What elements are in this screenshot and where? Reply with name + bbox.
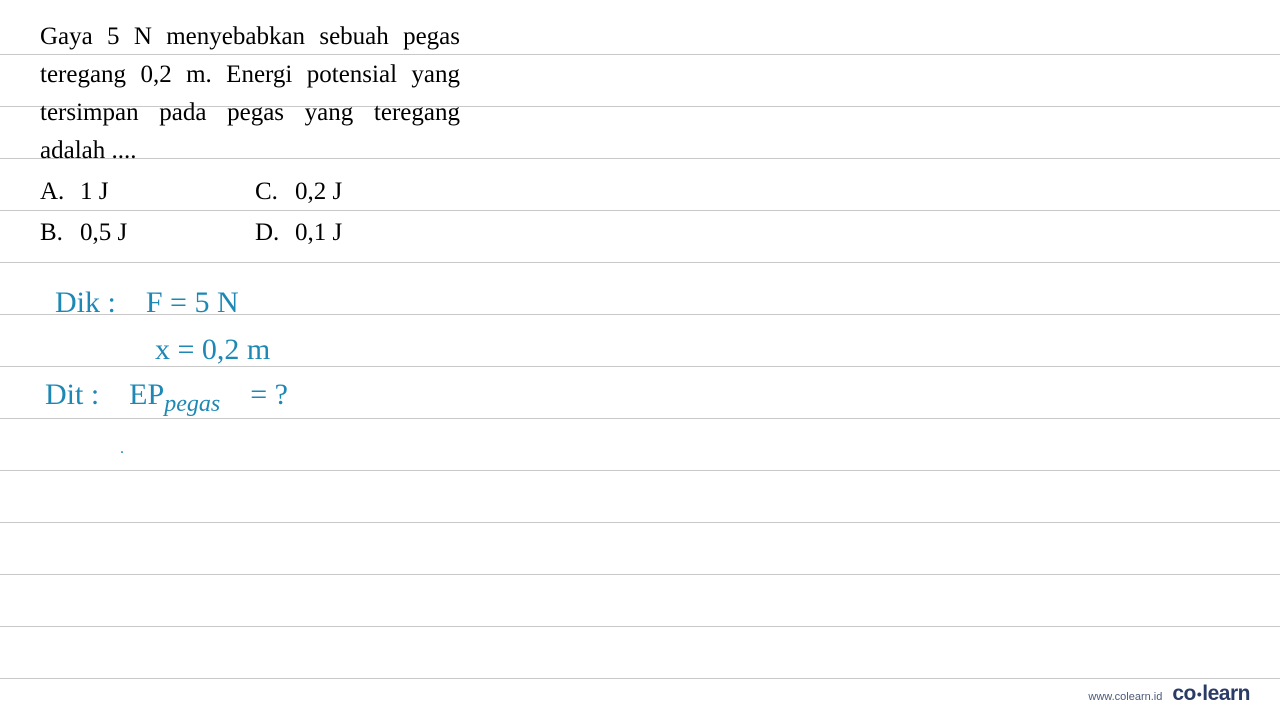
footer: www.colearn.id co•learn: [1088, 682, 1250, 706]
hw-force-equation: F = 5 N: [146, 286, 239, 319]
option-value-a: 1 J: [80, 178, 108, 206]
handwriting-line-1: Dik : F = 5 N: [55, 283, 239, 324]
footer-logo: co•learn: [1172, 682, 1250, 706]
logo-co: co: [1172, 682, 1196, 705]
option-value-d: 0,1 J: [295, 219, 342, 247]
hw-displacement-equation: x = 0,2 m: [155, 333, 270, 366]
hw-dit-label: Dit :: [45, 378, 99, 411]
logo-learn: learn: [1202, 682, 1250, 705]
handwriting-small-dot: .: [120, 438, 124, 460]
option-b: B. 0,5 J: [40, 219, 255, 247]
options-row-2: B. 0,5 J D. 0,1 J: [40, 219, 460, 247]
handwriting-line-3: Dit : EPpegas = ?: [45, 375, 288, 420]
option-letter-d: D.: [255, 219, 295, 247]
option-value-c: 0,2 J: [295, 178, 342, 206]
option-value-b: 0,5 J: [80, 219, 127, 247]
hw-equals-question: = ?: [250, 378, 288, 411]
question-text: Gaya 5 N menyebabkan sebuah pegas terega…: [40, 18, 460, 170]
hw-ep-subscript: pegas: [164, 391, 220, 417]
option-a: A. 1 J: [40, 178, 255, 206]
handwriting-line-2: x = 0,2 m: [155, 330, 270, 371]
option-letter-b: B.: [40, 219, 80, 247]
options-row-1: A. 1 J C. 0,2 J: [40, 178, 460, 206]
option-letter-c: C.: [255, 178, 295, 206]
option-c: C. 0,2 J: [255, 178, 342, 206]
hw-ep-var: EP: [129, 378, 164, 411]
option-d: D. 0,1 J: [255, 219, 342, 247]
hw-dik-label: Dik :: [55, 286, 116, 319]
option-letter-a: A.: [40, 178, 80, 206]
options-block: A. 1 J C. 0,2 J B. 0,5 J D. 0,1 J: [40, 178, 460, 260]
footer-url: www.colearn.id: [1088, 691, 1162, 703]
